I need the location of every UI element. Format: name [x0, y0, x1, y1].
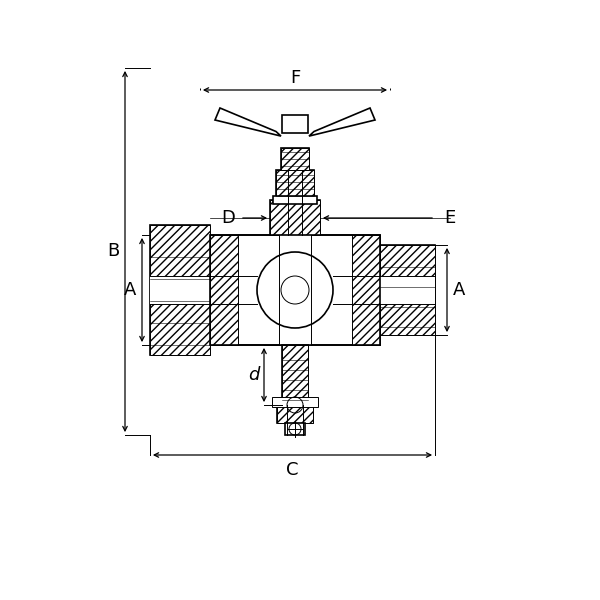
Bar	[285, 423, 305, 435]
Text: E: E	[445, 209, 455, 227]
Text: C: C	[286, 461, 299, 479]
Circle shape	[281, 276, 309, 304]
Text: B: B	[107, 242, 119, 260]
Bar	[273, 196, 317, 204]
Text: D: D	[221, 209, 235, 227]
Bar	[277, 405, 313, 423]
Bar	[282, 345, 308, 405]
Bar	[282, 115, 308, 133]
Bar	[352, 235, 380, 345]
Bar	[276, 170, 314, 200]
Polygon shape	[309, 108, 375, 136]
Text: A: A	[453, 281, 465, 299]
Bar	[150, 225, 210, 355]
Bar	[380, 245, 435, 335]
Bar	[210, 235, 380, 345]
Text: F: F	[290, 69, 300, 87]
Bar	[270, 200, 320, 235]
Bar	[150, 225, 210, 355]
Bar	[150, 276, 210, 304]
Bar	[270, 200, 320, 235]
Bar	[281, 148, 309, 170]
Bar	[380, 276, 435, 304]
Bar	[281, 148, 309, 170]
Polygon shape	[215, 108, 281, 136]
Text: d: d	[248, 366, 260, 384]
Bar	[282, 345, 308, 405]
Bar	[279, 235, 311, 345]
Bar	[380, 245, 435, 335]
Bar	[210, 235, 238, 345]
Bar	[277, 405, 313, 423]
Bar	[272, 397, 318, 407]
Text: A: A	[124, 281, 136, 299]
Bar	[210, 235, 380, 345]
Bar	[276, 170, 314, 200]
Circle shape	[257, 252, 333, 328]
